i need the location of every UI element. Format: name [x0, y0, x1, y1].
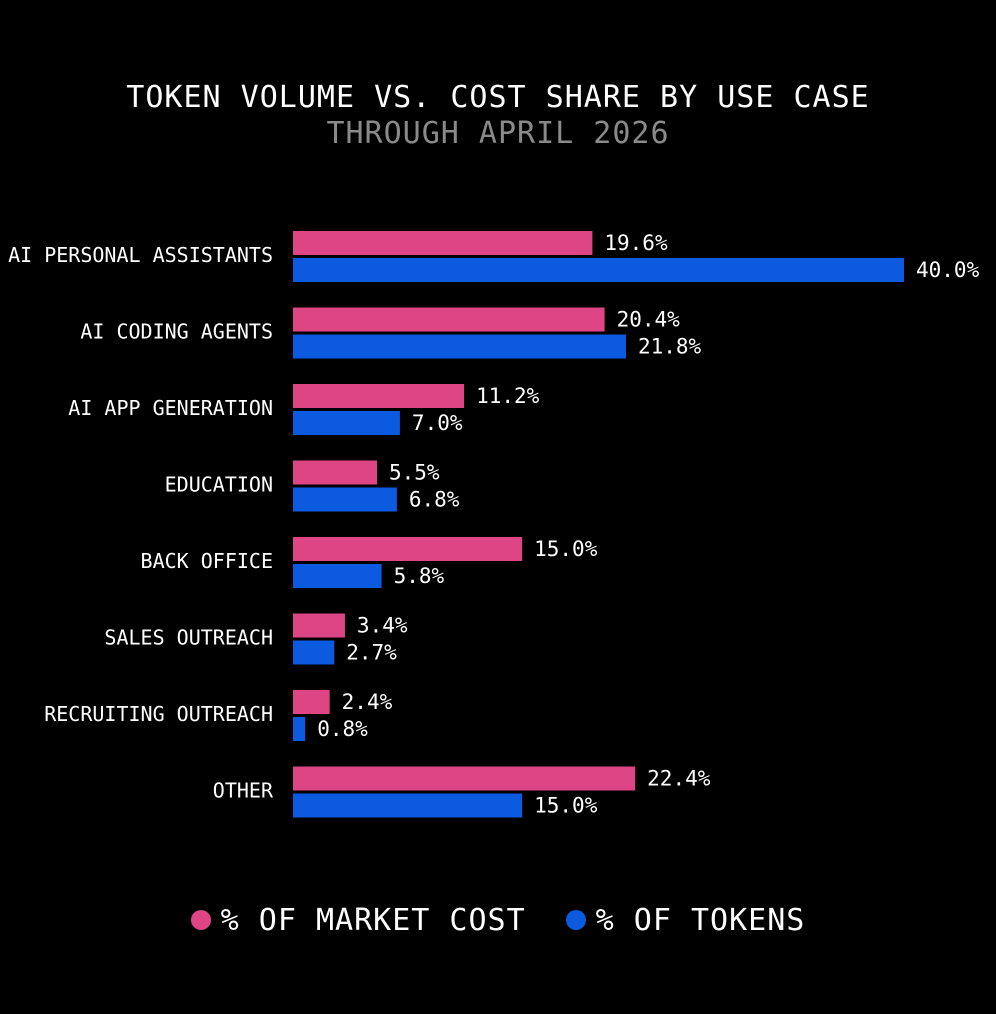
category-label-other: OTHER — [213, 779, 274, 803]
category-label-ai-coding-agents: AI CODING AGENTS — [80, 320, 273, 344]
bar-tokens-education — [293, 487, 397, 512]
data-label-tokens-ai-app-generation: 7.0% — [412, 411, 463, 435]
bar-market-cost-education — [293, 460, 378, 485]
category-label-education: EDUCATION — [165, 473, 273, 497]
legend: % OF MARKET COST % OF TOKENS — [0, 896, 996, 944]
bar-tokens-back-office — [293, 564, 382, 588]
data-label-market-cost-education: 5.5% — [389, 461, 440, 485]
data-label-tokens-education: 6.8% — [409, 488, 460, 512]
bar-tokens-other — [293, 793, 523, 818]
bar-tokens-sales-outreach — [293, 640, 335, 665]
bar-market-cost-ai-app-generation — [293, 384, 465, 408]
category-label-back-office: BACK OFFICE — [141, 549, 273, 573]
chart-subtitle: THROUGH APRIL 2026 — [326, 116, 670, 151]
data-label-tokens-sales-outreach: 2.7% — [346, 641, 397, 665]
bar-tokens-recruiting-outreach — [293, 717, 306, 741]
category-label-ai-app-generation: AI APP GENERATION — [68, 396, 273, 420]
bar-market-cost-back-office — [293, 537, 523, 561]
category-label-recruiting-outreach: RECRUITING OUTREACH — [44, 702, 273, 726]
legend-swatch-tokens — [565, 910, 586, 930]
data-label-tokens-back-office: 5.8% — [394, 564, 445, 588]
data-label-market-cost-ai-coding-agents: 20.4% — [617, 308, 681, 332]
bar-chart: AI PERSONAL ASSISTANTS 19.6% 40.0% AI CODIN… — [8, 231, 980, 818]
bar-tokens-ai-personal-assistants — [293, 258, 904, 282]
data-label-tokens-ai-coding-agents: 21.8% — [638, 335, 702, 359]
category-label-sales-outreach: SALES OUTREACH — [104, 626, 273, 650]
bar-tokens-ai-app-generation — [293, 411, 400, 435]
bar-tokens-ai-coding-agents — [293, 334, 626, 359]
data-label-market-cost-sales-outreach: 3.4% — [357, 614, 408, 638]
data-label-tokens-other: 15.0% — [534, 794, 598, 818]
data-label-market-cost-recruiting-outreach: 2.4% — [342, 690, 393, 714]
bar-market-cost-ai-coding-agents — [293, 307, 605, 332]
data-label-tokens-ai-personal-assistants: 40.0% — [916, 258, 980, 282]
chart-title: TOKEN VOLUME VS. COST SHARE BY USE CASE — [126, 80, 870, 115]
bar-market-cost-other — [293, 766, 636, 791]
bar-market-cost-sales-outreach — [293, 613, 345, 638]
category-label-ai-personal-assistants: AI PERSONAL ASSISTANTS — [8, 243, 273, 267]
data-label-market-cost-ai-personal-assistants: 19.6% — [604, 231, 668, 255]
data-label-market-cost-ai-app-generation: 11.2% — [476, 384, 540, 408]
legend-item-tokens: % OF TOKENS — [565, 902, 806, 938]
bar-market-cost-ai-personal-assistants — [293, 231, 593, 255]
legend-label-tokens: % OF TOKENS — [595, 902, 806, 938]
legend-swatch-market-cost — [190, 910, 211, 930]
bar-market-cost-recruiting-outreach — [293, 690, 330, 714]
data-label-market-cost-back-office: 15.0% — [534, 537, 598, 561]
data-label-tokens-recruiting-outreach: 0.8% — [317, 717, 368, 741]
legend-item-market-cost: % OF MARKET COST — [190, 902, 526, 938]
legend-label-market-cost: % OF MARKET COST — [220, 902, 526, 938]
data-label-market-cost-other: 22.4% — [647, 767, 711, 791]
